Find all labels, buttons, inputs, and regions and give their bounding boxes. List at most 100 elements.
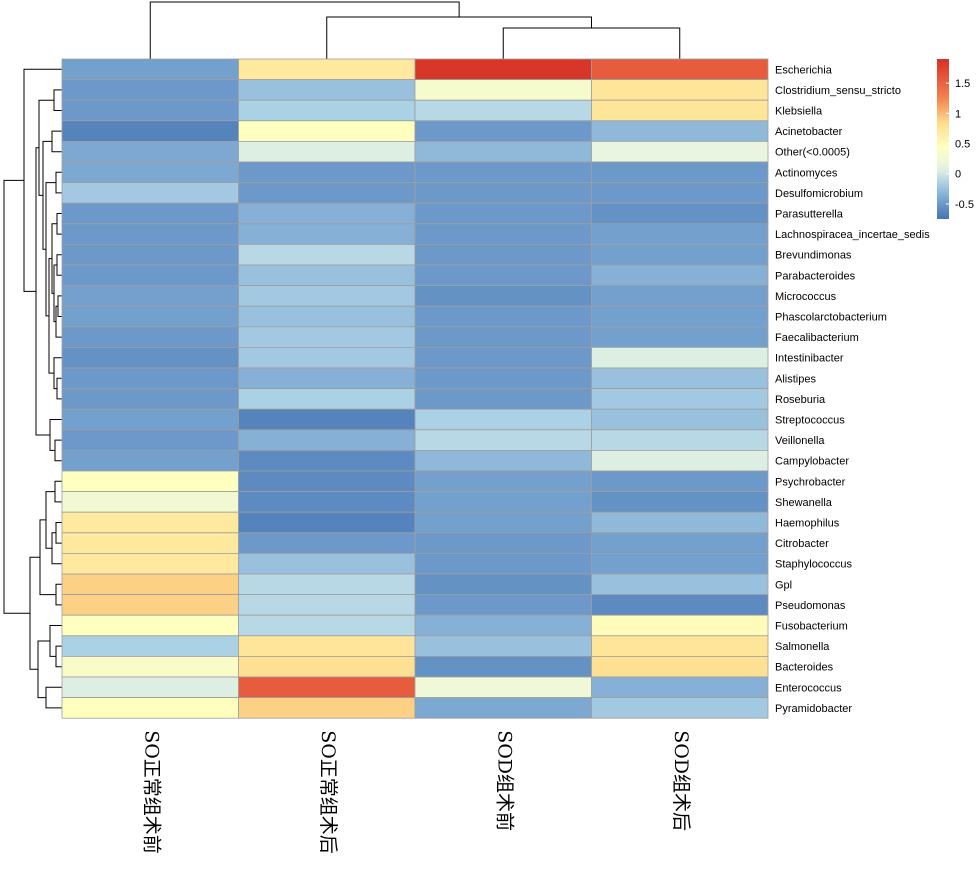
row-label: Citrobacter bbox=[775, 538, 829, 550]
heatmap-cell bbox=[238, 553, 416, 575]
heatmap-cell bbox=[238, 120, 416, 142]
column-label: SO正常组术后 bbox=[317, 730, 339, 854]
heatmap-cell bbox=[61, 182, 239, 204]
heatmap-cell bbox=[238, 470, 416, 493]
heatmap-cell bbox=[591, 202, 769, 225]
heatmap-cell bbox=[414, 614, 592, 637]
row-label: Streptococcus bbox=[775, 415, 845, 427]
heatmap-cell bbox=[591, 58, 769, 81]
heatmap-cell bbox=[61, 326, 239, 348]
heatmap-cell bbox=[61, 449, 239, 472]
row-labels: Escherichia Clostridium_sensu_stricto Kleb… bbox=[775, 64, 930, 715]
heatmap-cell bbox=[61, 614, 239, 637]
heatmap-cell bbox=[591, 491, 769, 513]
row-label: Haemophilus bbox=[775, 518, 840, 530]
heatmap-cell bbox=[238, 182, 416, 204]
row-label: Salmonella bbox=[775, 641, 830, 653]
row-label: Desulfomicrobium bbox=[775, 188, 863, 200]
heatmap-cell bbox=[238, 594, 416, 616]
heatmap-cell bbox=[591, 326, 769, 348]
heatmap-cell bbox=[414, 470, 592, 493]
heatmap-cell bbox=[61, 202, 239, 225]
heatmap-cell bbox=[238, 511, 416, 534]
legend-tick-label: 1.5 bbox=[955, 78, 970, 90]
row-label: Pyramidobacter bbox=[775, 703, 852, 715]
heatmap-cell bbox=[238, 161, 416, 184]
row-label: Shewanella bbox=[775, 497, 833, 509]
row-label: Lachnospiracea_incertae_sedis bbox=[775, 229, 930, 241]
heatmap-cell bbox=[414, 594, 592, 616]
column-label: SOD组术前 bbox=[493, 730, 515, 831]
heatmap-cell bbox=[61, 285, 239, 307]
row-label: Actinomyces bbox=[775, 167, 838, 179]
heatmap-cell bbox=[238, 676, 416, 699]
heatmap-cell bbox=[591, 161, 769, 184]
heatmap-cell bbox=[61, 491, 239, 513]
heatmap-cell bbox=[591, 79, 769, 101]
heatmap-cell bbox=[61, 346, 239, 369]
heatmap-cell bbox=[414, 161, 592, 184]
heatmap-cell bbox=[61, 140, 239, 163]
heatmap-cell bbox=[238, 243, 416, 266]
heatmap-cell bbox=[591, 285, 769, 307]
heatmap-cell bbox=[61, 429, 239, 451]
heatmap-cell bbox=[591, 99, 769, 122]
heatmap-cell bbox=[61, 635, 239, 657]
heatmap-cells bbox=[61, 58, 769, 719]
color-legend: 1.5 1 0.5 0 -0.5 bbox=[937, 59, 974, 219]
heatmap-cell bbox=[61, 99, 239, 122]
heatmap-cell bbox=[238, 697, 416, 719]
heatmap-cell bbox=[414, 511, 592, 534]
heatmap-cell bbox=[61, 656, 239, 678]
heatmap-cell bbox=[414, 346, 592, 369]
heatmap-cell bbox=[238, 573, 416, 596]
row-label: Brevundimonas bbox=[775, 250, 852, 262]
row-dendrogram bbox=[3, 68, 62, 709]
row-label: Klebsiella bbox=[775, 106, 823, 118]
heatmap-cell bbox=[238, 614, 416, 637]
heatmap-cell bbox=[591, 470, 769, 493]
heatmap-cell bbox=[591, 429, 769, 451]
heatmap-cell bbox=[591, 367, 769, 390]
heatmap-cell bbox=[238, 99, 416, 122]
row-label: Escherichia bbox=[775, 64, 833, 76]
row-label: Intestinibacter bbox=[775, 353, 844, 365]
heatmap-cell bbox=[414, 305, 592, 328]
heatmap-cell bbox=[591, 346, 769, 369]
heatmap-cell bbox=[414, 120, 592, 142]
heatmap-cell bbox=[591, 614, 769, 637]
heatmap-cell bbox=[414, 573, 592, 596]
heatmap-cell bbox=[414, 697, 592, 719]
row-label: Psychrobacter bbox=[775, 476, 846, 488]
heatmap-cell bbox=[238, 449, 416, 472]
row-label: Other(<0.0005) bbox=[775, 147, 850, 159]
heatmap-cell bbox=[591, 388, 769, 410]
heatmap-cell bbox=[61, 120, 239, 142]
heatmap-cell bbox=[414, 243, 592, 266]
heatmap-cell bbox=[61, 367, 239, 390]
heatmap-cell bbox=[414, 264, 592, 287]
heatmap-cell bbox=[238, 223, 416, 245]
heatmap-cell bbox=[414, 140, 592, 163]
heatmap-cell bbox=[61, 79, 239, 101]
heatmap-cell bbox=[238, 202, 416, 225]
heatmap-cell bbox=[414, 99, 592, 122]
heatmap-cell bbox=[591, 305, 769, 328]
color-legend-ticks: 1.5 1 0.5 0 -0.5 bbox=[946, 78, 974, 211]
heatmap-cell bbox=[591, 532, 769, 554]
heatmap-cell bbox=[61, 470, 239, 493]
heatmap-cell bbox=[61, 161, 239, 184]
heatmap-cell bbox=[61, 511, 239, 534]
row-label: Gpl bbox=[775, 579, 792, 591]
row-label: Parabacteroides bbox=[775, 270, 856, 282]
heatmap-cell bbox=[414, 285, 592, 307]
heatmap-cell bbox=[414, 388, 592, 410]
heatmap-cell bbox=[238, 367, 416, 390]
heatmap-cell bbox=[591, 243, 769, 266]
heatmap-cell bbox=[238, 388, 416, 410]
heatmap-cell bbox=[414, 676, 592, 699]
heatmap-cell bbox=[238, 79, 416, 101]
heatmap-cell bbox=[238, 58, 416, 81]
row-label: Fusobacterium bbox=[775, 621, 848, 633]
